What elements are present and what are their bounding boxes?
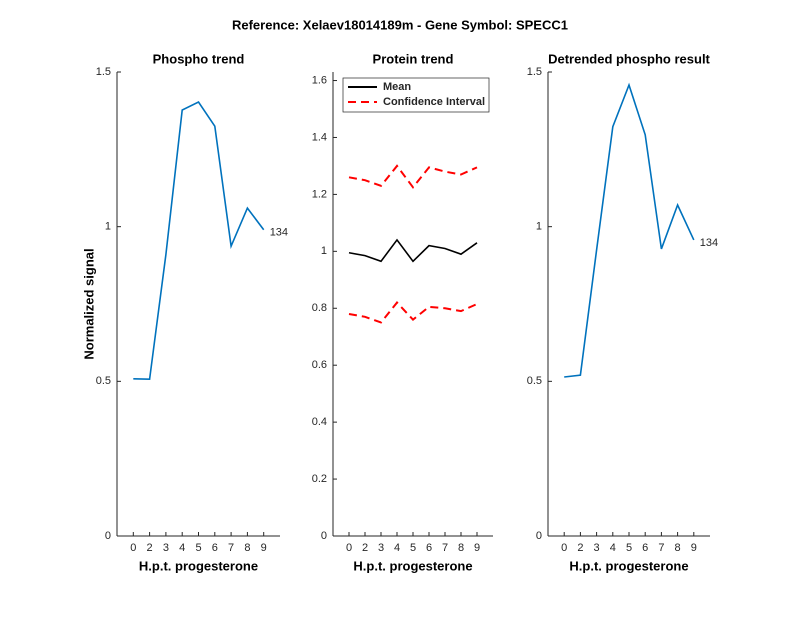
y-tick-label: 1.5 [527,66,542,78]
x-axis-label: H.p.t. progesterone [139,558,258,573]
x-tick-label: 3 [594,542,600,554]
x-tick-label: 9 [691,542,697,554]
annotation: 134 [700,237,718,249]
x-tick-label: 6 [642,542,648,554]
x-tick-label: 5 [410,542,416,554]
y-tick-label: 0 [536,530,542,542]
x-tick-label: 2 [362,542,368,554]
x-tick-label: 0 [130,542,136,554]
x-tick-label: 4 [394,542,400,554]
y-tick-label: 1 [536,221,542,233]
figure-title: Reference: Xelaev18014189m - Gene Symbol… [232,17,568,32]
y-tick-label: 0.5 [96,375,111,387]
x-tick-label: 8 [458,542,464,554]
x-tick-label: 2 [577,542,583,554]
y-tick-label: 1 [105,221,111,233]
x-tick-label: 7 [442,542,448,554]
y-tick-label: 0.4 [312,416,327,428]
y-tick-label: 0 [105,530,111,542]
legend-label: Mean [383,81,411,93]
data-line [133,100,265,380]
x-axis-label: H.p.t. progesterone [353,558,472,573]
subplot-title: Protein trend [373,51,454,66]
y-tick-label: 0 [321,530,327,542]
x-tick-label: 8 [675,542,681,554]
y-tick-label: 0.6 [312,359,327,371]
legend-label: Confidence Interval [383,96,485,108]
y-tick-label: 1 [321,245,327,257]
x-tick-label: 9 [261,542,267,554]
y-tick-label: 1.6 [312,74,327,86]
x-tick-label: 4 [610,542,616,554]
x-tick-label: 6 [426,542,432,554]
x-tick-label: 5 [626,542,632,554]
subplot-title: Detrended phospho result [548,51,710,66]
x-tick-label: 8 [244,542,250,554]
x-tick-label: 7 [658,542,664,554]
y-tick-label: 0.2 [312,473,327,485]
y-tick-label: 0.8 [312,302,327,314]
data-line [564,82,695,378]
x-tick-label: 9 [474,542,480,554]
annotation: 134 [270,227,288,239]
x-tick-label: 7 [228,542,234,554]
legend-box [342,77,490,113]
x-tick-label: 4 [179,542,185,554]
x-tick-label: 3 [378,542,384,554]
y-tick-label: 1.5 [96,66,111,78]
subplot-title: Phospho trend [153,51,245,66]
y-tick-label: 1.2 [312,188,327,200]
lower-bound-line [348,301,478,324]
data-line [348,238,478,263]
x-tick-label: 2 [147,542,153,554]
y-tick-label: 0.5 [527,375,542,387]
x-tick-label: 5 [195,542,201,554]
x-tick-label: 0 [561,542,567,554]
y-tick-label: 1.4 [312,131,327,143]
x-axis-label: H.p.t. progesterone [569,558,688,573]
y-axis-label: Normalized signal [81,248,96,359]
x-tick-label: 0 [346,542,352,554]
x-tick-label: 6 [212,542,218,554]
x-tick-label: 3 [163,542,169,554]
upper-bound-line [348,164,478,189]
